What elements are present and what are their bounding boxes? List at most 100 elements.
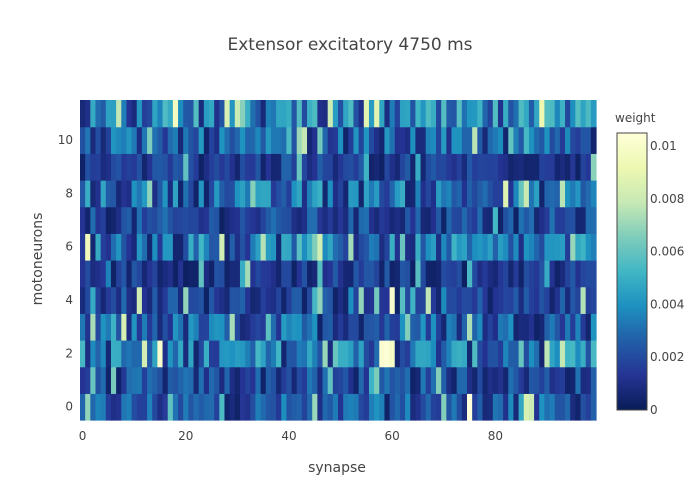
heatmap-cell xyxy=(276,233,282,261)
heatmap-cell xyxy=(219,313,226,341)
heatmap-cell xyxy=(188,180,195,208)
heatmap-cell xyxy=(420,286,427,314)
heatmap-cell xyxy=(157,206,164,234)
heatmap-cell xyxy=(162,393,169,421)
heatmap-cell xyxy=(188,286,195,314)
heatmap-cell xyxy=(100,393,107,421)
heatmap-cell xyxy=(565,260,571,288)
heatmap-cell xyxy=(85,313,91,341)
heatmap-cell xyxy=(296,286,303,314)
heatmap-cell xyxy=(307,153,313,181)
heatmap-cell xyxy=(405,100,411,128)
heatmap-cell xyxy=(270,313,277,341)
heatmap-cell xyxy=(322,366,329,394)
heatmap-cell xyxy=(544,286,551,314)
heatmap-cell xyxy=(219,180,226,208)
heatmap-cell xyxy=(265,286,272,314)
heatmap-cell xyxy=(301,153,308,181)
heatmap-cell xyxy=(410,206,416,234)
heatmap-cell xyxy=(565,313,571,341)
heatmap-cell xyxy=(580,180,587,208)
heatmap-cell xyxy=(580,153,587,181)
heatmap-cell xyxy=(105,366,112,394)
heatmap-cell xyxy=(492,286,499,314)
heatmap-cell xyxy=(265,153,272,181)
heatmap-cell xyxy=(193,366,200,394)
heatmap-cell xyxy=(405,233,411,261)
heatmap-cell xyxy=(296,393,303,421)
heatmap-cell xyxy=(193,313,200,341)
heatmap-cell xyxy=(368,260,375,288)
heatmap-cell xyxy=(477,260,484,288)
heatmap-cell xyxy=(322,233,329,261)
heatmap-cell xyxy=(389,313,396,341)
x-tick-label: 40 xyxy=(281,429,296,443)
heatmap-cell xyxy=(245,286,251,314)
heatmap-cell xyxy=(291,340,298,368)
heatmap-cell xyxy=(95,340,102,368)
heatmap-cell xyxy=(379,206,386,234)
heatmap-cell xyxy=(224,393,231,421)
heatmap-cell xyxy=(301,260,308,288)
heatmap-cell xyxy=(229,180,236,208)
heatmap-cell xyxy=(157,260,164,288)
heatmap-cell xyxy=(203,126,210,154)
heatmap-cell xyxy=(358,233,365,261)
heatmap-cell xyxy=(136,260,143,288)
heatmap-cell xyxy=(307,126,313,154)
heatmap-cell xyxy=(255,286,262,314)
heatmap-cell xyxy=(389,340,396,368)
heatmap-cell xyxy=(152,206,158,234)
heatmap-cell xyxy=(281,100,287,128)
heatmap-cell xyxy=(219,366,226,394)
heatmap-cell xyxy=(405,366,411,394)
heatmap-cell xyxy=(239,206,246,234)
heatmap-cell xyxy=(209,180,215,208)
heatmap-cell xyxy=(172,180,179,208)
heatmap-cell xyxy=(234,260,241,288)
x-tick-label: 60 xyxy=(385,429,400,443)
heatmap-cell xyxy=(446,286,453,314)
heatmap-cell xyxy=(291,393,298,421)
heatmap-cell xyxy=(312,393,318,421)
heatmap-cell xyxy=(436,260,442,288)
heatmap-cell xyxy=(90,393,97,421)
heatmap-cell xyxy=(162,286,169,314)
heatmap-cell xyxy=(141,366,148,394)
heatmap-cell xyxy=(90,313,97,341)
heatmap-cell xyxy=(322,313,329,341)
heatmap-cell xyxy=(281,206,287,234)
heatmap-cell xyxy=(322,206,329,234)
heatmap-cell xyxy=(534,366,540,394)
heatmap-cell xyxy=(214,153,220,181)
heatmap-cell xyxy=(415,126,422,154)
heatmap-cell xyxy=(214,286,220,314)
heatmap-cell xyxy=(239,126,246,154)
heatmap-cell xyxy=(286,206,293,234)
heatmap-cell xyxy=(441,313,447,341)
heatmap-cell xyxy=(203,180,210,208)
heatmap-cell xyxy=(461,393,468,421)
heatmap-cell xyxy=(95,233,102,261)
heatmap-cell xyxy=(451,340,458,368)
heatmap-cell xyxy=(446,153,453,181)
heatmap-cell xyxy=(410,393,416,421)
heatmap-cell xyxy=(441,126,447,154)
heatmap-cell xyxy=(307,393,313,421)
heatmap-cell xyxy=(508,366,515,394)
heatmap-cell xyxy=(110,100,117,128)
heatmap-cell xyxy=(363,153,370,181)
heatmap-cell xyxy=(394,153,401,181)
heatmap-cell xyxy=(157,286,164,314)
heatmap-cell xyxy=(338,126,344,154)
heatmap-cell xyxy=(167,126,174,154)
heatmap-cell xyxy=(585,180,592,208)
heatmap-cell xyxy=(162,340,169,368)
heatmap-cell xyxy=(456,233,463,261)
heatmap-cell xyxy=(565,393,571,421)
heatmap-cell xyxy=(224,286,231,314)
heatmap-cell xyxy=(183,100,189,128)
heatmap-cell xyxy=(105,260,112,288)
heatmap-cell xyxy=(214,313,220,341)
heatmap-cell xyxy=(425,286,432,314)
